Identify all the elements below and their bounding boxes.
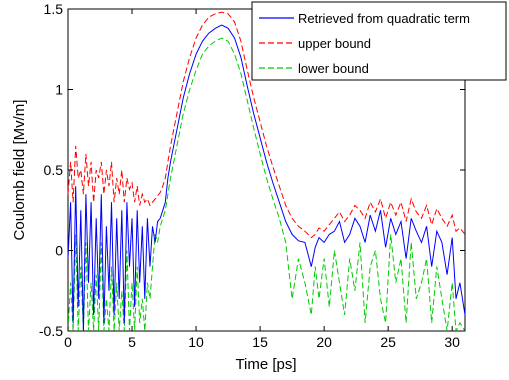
legend-label-retrieved: Retrieved from quadratic term	[298, 11, 470, 26]
y-tick-label: -0.5	[39, 323, 63, 339]
series-layer	[67, 11, 466, 333]
x-tick-label: 15	[252, 334, 268, 350]
x-tick-label: 0	[64, 334, 72, 350]
y-tick-label: 1.5	[44, 1, 64, 17]
x-tick-label: 10	[188, 334, 204, 350]
legend-label-upper: upper bound	[298, 36, 371, 51]
x-tick-label: 25	[380, 334, 396, 350]
series-line-upper-bound	[67, 11, 466, 239]
series-line-retrieved	[67, 24, 466, 332]
series-line-lower-bound	[67, 37, 466, 333]
y-tick-label: 1	[55, 82, 63, 98]
legend-box	[251, 1, 507, 81]
y-axis-label: Coulomb field [Mv/m]	[11, 100, 28, 241]
y-tick-label: 0.5	[44, 162, 64, 178]
legend: Retrieved from quadratic term upper boun…	[251, 1, 507, 81]
x-tick-label: 20	[316, 334, 332, 350]
x-tick-label: 5	[128, 334, 136, 350]
legend-label-lower: lower bound	[298, 61, 369, 76]
x-tick-label: 30	[444, 334, 460, 350]
y-tick-label: 0	[55, 243, 63, 259]
x-axis-label: Time [ps]	[235, 356, 296, 373]
